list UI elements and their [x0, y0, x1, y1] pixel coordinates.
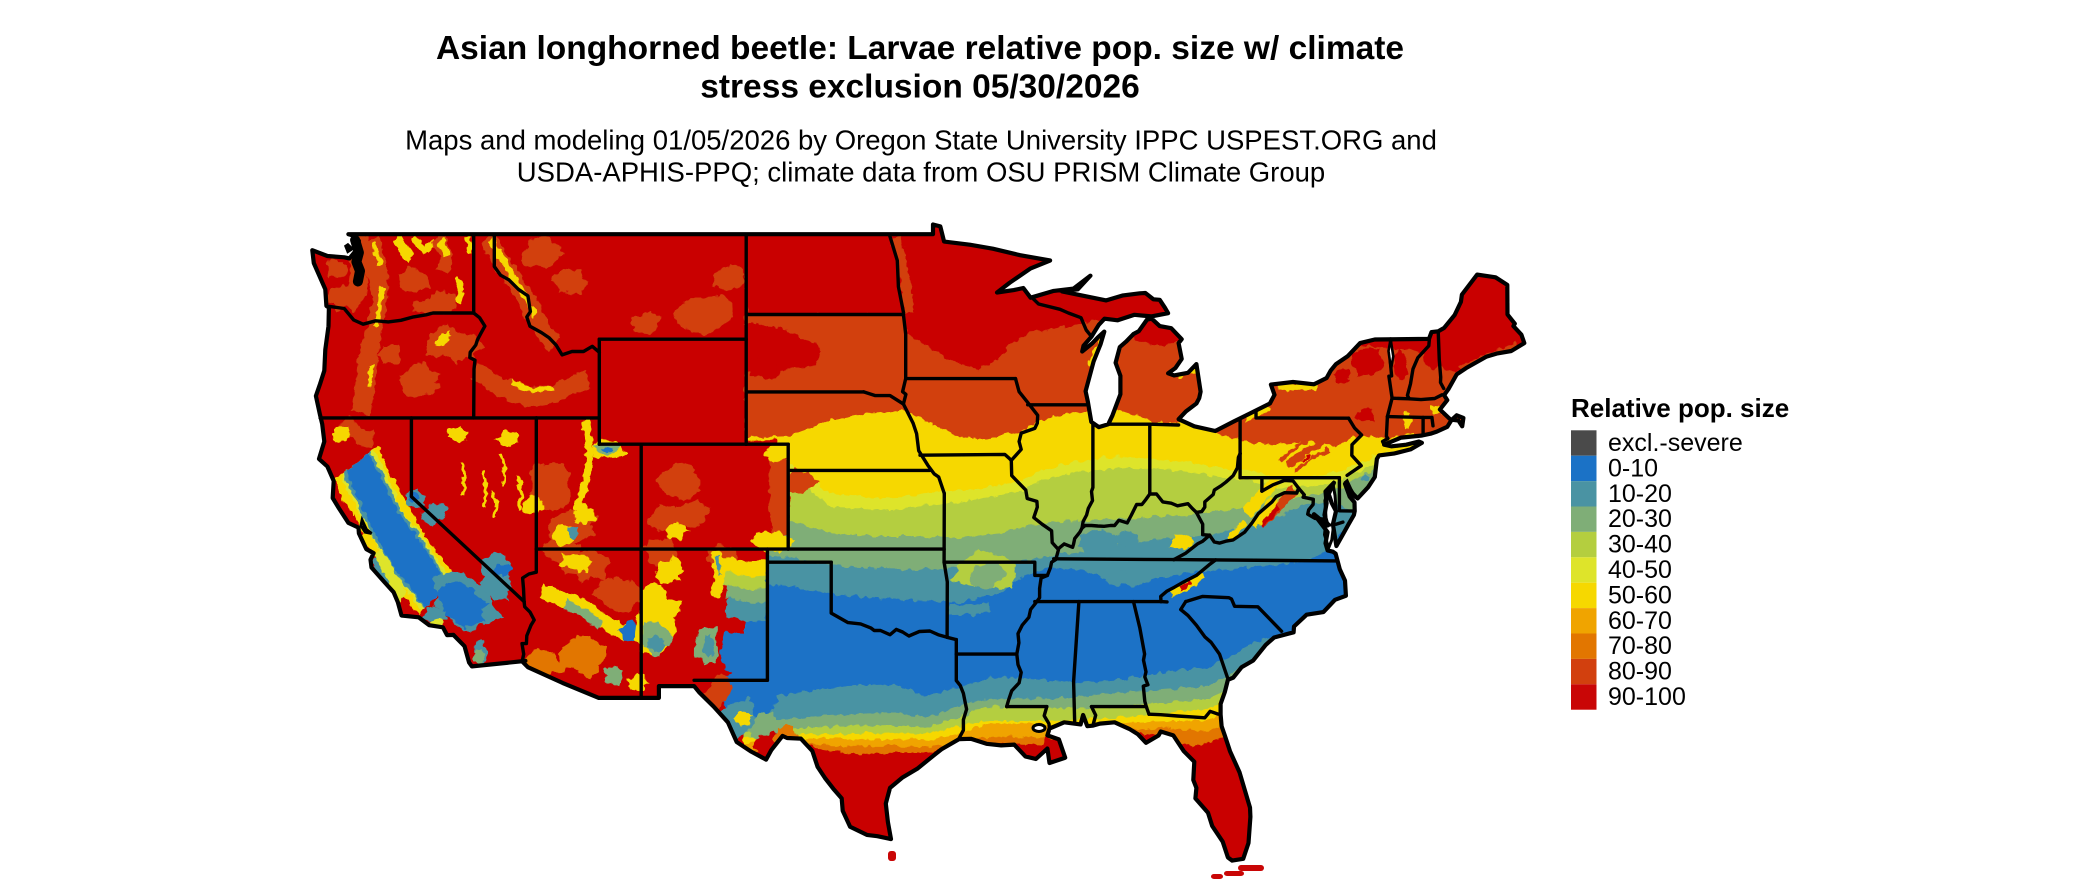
svg-text:90-100: 90-100 [1608, 683, 1686, 711]
svg-text:Asian longhorned beetle: Larva: Asian longhorned beetle: Larvae relative… [436, 30, 1404, 67]
svg-text:70-80: 70-80 [1608, 632, 1672, 660]
svg-text:40-50: 40-50 [1608, 556, 1672, 584]
svg-text:0-10: 0-10 [1608, 454, 1658, 482]
svg-text:excl.-severe: excl.-severe [1608, 429, 1743, 457]
svg-text:60-70: 60-70 [1608, 607, 1672, 635]
svg-text:Relative pop. size: Relative pop. size [1571, 393, 1789, 423]
svg-text:20-30: 20-30 [1608, 505, 1672, 533]
svg-text:stress exclusion 05/30/2026: stress exclusion 05/30/2026 [700, 69, 1140, 106]
svg-text:USDA-APHIS-PPQ; climate data f: USDA-APHIS-PPQ; climate data from OSU PR… [517, 157, 1325, 188]
svg-text:Maps and modeling 01/05/2026 b: Maps and modeling 01/05/2026 by Oregon S… [405, 125, 1437, 156]
svg-text:80-90: 80-90 [1608, 658, 1672, 686]
svg-text:30-40: 30-40 [1608, 531, 1672, 559]
svg-text:10-20: 10-20 [1608, 480, 1672, 508]
svg-text:50-60: 50-60 [1608, 581, 1672, 609]
